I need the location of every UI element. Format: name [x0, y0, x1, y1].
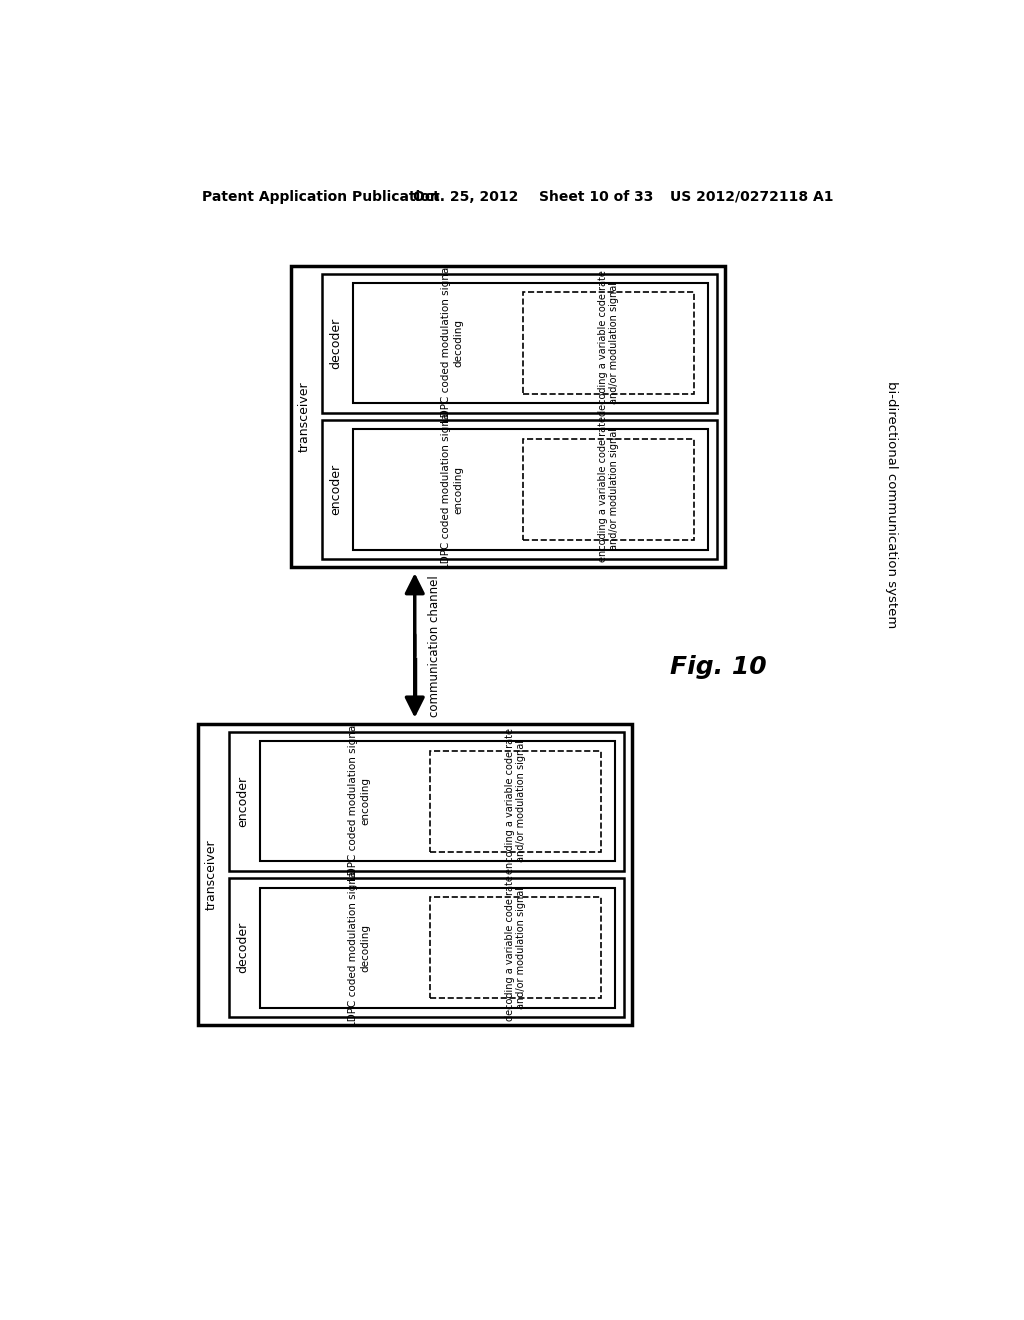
Text: encoding a variable code rate
and/or modulation signal: encoding a variable code rate and/or mod… — [505, 729, 526, 874]
Bar — [352, 284, 708, 404]
Text: US 2012/0272118 A1: US 2012/0272118 A1 — [671, 190, 834, 203]
Text: LDPC coded modulation signal
decoding: LDPC coded modulation signal decoding — [441, 264, 463, 422]
Bar — [291, 267, 725, 566]
Bar — [198, 725, 632, 1024]
Bar — [322, 420, 717, 558]
Text: encoder: encoder — [329, 463, 342, 515]
Text: transceiver: transceiver — [205, 840, 218, 909]
Text: bi-directional communication system: bi-directional communication system — [885, 381, 898, 628]
Bar — [322, 275, 717, 412]
Bar — [228, 878, 624, 1016]
Text: decoding a variable code rate
and/or modulation signal: decoding a variable code rate and/or mod… — [505, 875, 526, 1020]
Text: communication channel: communication channel — [428, 576, 440, 717]
Bar — [430, 751, 600, 853]
Bar — [352, 429, 708, 549]
Text: decoder: decoder — [237, 923, 249, 973]
Text: encoder: encoder — [237, 776, 249, 826]
Text: decoding a variable code rate
and/or modulation signal: decoding a variable code rate and/or mod… — [598, 271, 620, 416]
Text: LDPC coded modulation signal
encoding: LDPC coded modulation signal encoding — [348, 722, 370, 880]
Bar — [260, 742, 614, 862]
Text: transceiver: transceiver — [298, 381, 311, 451]
Text: Oct. 25, 2012: Oct. 25, 2012 — [414, 190, 518, 203]
Text: encoding a variable code rate
and/or modulation signal: encoding a variable code rate and/or mod… — [598, 417, 620, 562]
Text: Patent Application Publication: Patent Application Publication — [202, 190, 439, 203]
Text: Fig. 10: Fig. 10 — [671, 655, 767, 678]
Bar — [228, 733, 624, 871]
Bar — [523, 438, 693, 540]
Bar — [523, 293, 693, 395]
Text: LDPC coded modulation signal
decoding: LDPC coded modulation signal decoding — [348, 869, 370, 1027]
Text: Sheet 10 of 33: Sheet 10 of 33 — [539, 190, 653, 203]
Bar — [260, 887, 614, 1007]
Bar — [430, 896, 600, 998]
Text: LDPC coded modulation signal
encoding: LDPC coded modulation signal encoding — [441, 411, 463, 569]
Text: decoder: decoder — [329, 318, 342, 368]
